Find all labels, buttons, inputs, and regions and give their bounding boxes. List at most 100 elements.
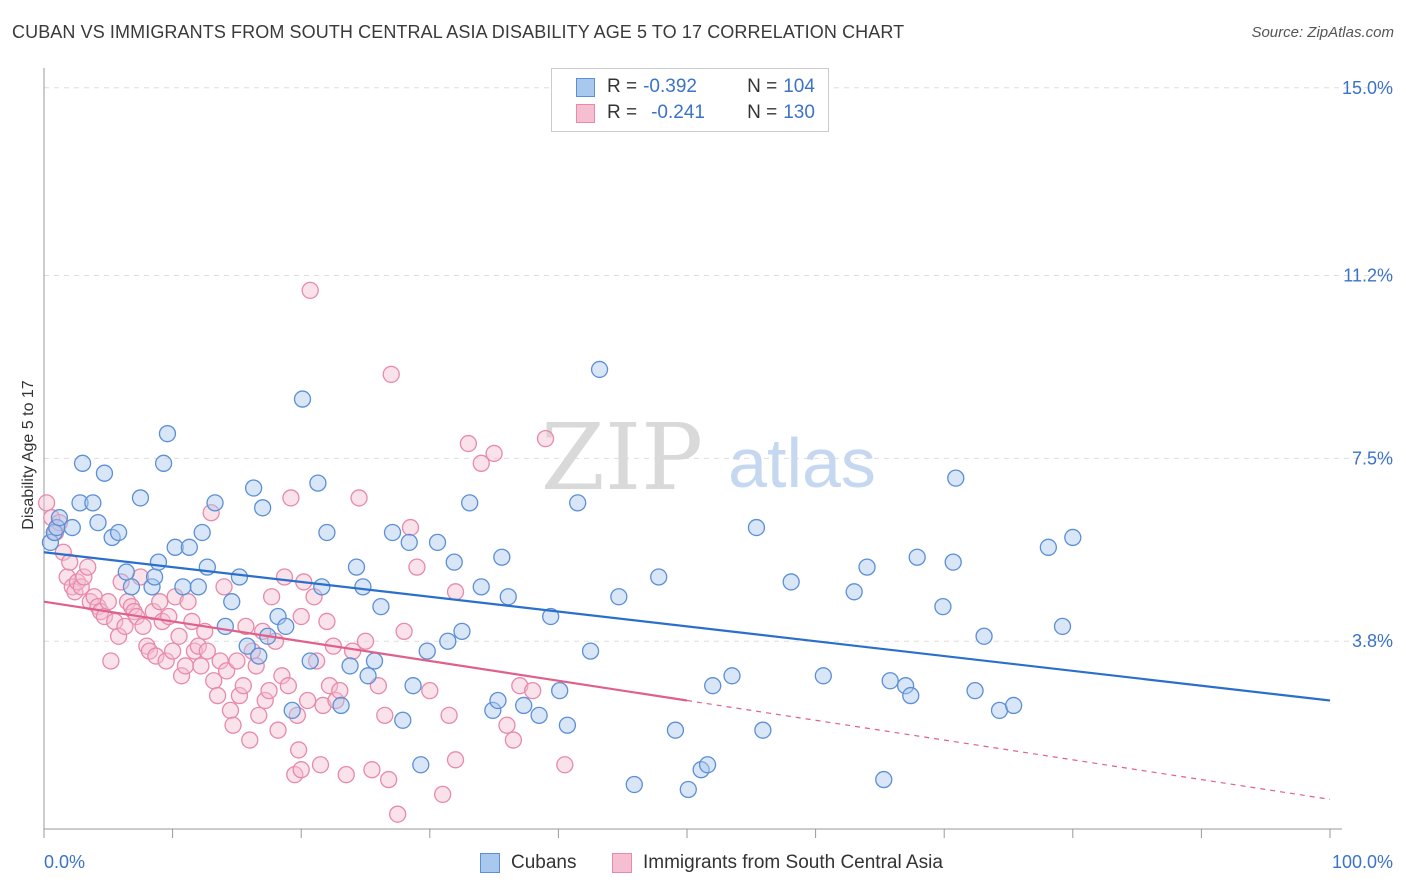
immigrants-point: [234, 677, 252, 695]
immigrants-point: [314, 696, 332, 715]
immigrants-point: [307, 652, 326, 670]
immigrants-point: [327, 691, 345, 710]
cubans-point: [1064, 528, 1082, 547]
cubans-point: [747, 518, 766, 537]
immigrants-point: [224, 716, 242, 734]
immigrants-point: [273, 667, 291, 685]
immigrants-point: [524, 681, 542, 700]
immigrants-point: [498, 716, 516, 734]
cubans-point: [341, 657, 359, 675]
immigrants-point: [170, 627, 188, 645]
n-value: 104: [783, 76, 815, 97]
cubans-point: [180, 538, 198, 556]
cubans-point: [354, 578, 372, 596]
immigrants-point: [228, 652, 246, 670]
immigrants-point: [382, 365, 400, 384]
y-axis-label: Disability Age 5 to 17: [20, 380, 37, 530]
immigrants-point: [112, 573, 130, 591]
cubans-point: [650, 568, 668, 586]
cubans-points: [41, 360, 1082, 799]
immigrants-point: [198, 642, 216, 660]
series-legend: Cubans Immigrants from South Central Asi…: [0, 852, 1406, 878]
cubans-point: [84, 494, 102, 512]
immigrants-point: [134, 617, 152, 636]
immigrants-point: [289, 741, 308, 759]
immigrants-point: [331, 681, 349, 700]
cubans-point: [934, 597, 952, 616]
cubans-point: [484, 701, 502, 720]
immigrants-point: [237, 617, 255, 636]
immigrants-trend-line: [43, 600, 688, 702]
cubans-point: [154, 454, 173, 472]
watermark: ZIP atlas: [541, 404, 876, 511]
immigrants-point: [37, 494, 56, 512]
y-tick-label: 15.0%: [1342, 78, 1393, 98]
cubans-point: [365, 652, 384, 670]
cubans-point: [145, 568, 164, 586]
pink-swatch: [612, 853, 632, 873]
cubans-point: [489, 691, 507, 710]
immigrants-trend-extension: [686, 699, 1331, 800]
correlation-legend: R = -0.392 N = 104 R = -0.241 N = 130: [551, 68, 829, 132]
cubans-point: [394, 711, 412, 729]
cubans-point: [216, 617, 234, 636]
r-value: -0.392: [643, 76, 697, 97]
immigrants-point: [379, 770, 398, 789]
immigrants-point: [446, 583, 465, 601]
cubans-point: [109, 523, 128, 542]
n-label: N =: [747, 102, 778, 123]
legend-row-cubans: R = -0.392 N = 104: [576, 75, 815, 99]
cubans-point: [439, 632, 457, 650]
cubans-point: [881, 672, 899, 690]
cubans-point: [581, 642, 600, 660]
immigrants-point: [282, 489, 300, 507]
x-tick-max: 100.0%: [1332, 852, 1393, 872]
cubans-point: [453, 622, 471, 640]
immigrants-point: [318, 612, 336, 631]
cubans-point: [95, 464, 114, 482]
cubans-point: [530, 706, 548, 724]
cubans-point: [332, 696, 350, 715]
y-tick-label: 3.8%: [1352, 631, 1393, 651]
x-tick-min: 0.0%: [44, 852, 85, 872]
immigrants-point: [275, 568, 294, 586]
legend-item-cubans: Cubans: [480, 852, 577, 874]
cubans-point: [461, 494, 479, 512]
cubans-point: [493, 548, 511, 566]
cubans-point: [50, 509, 69, 527]
cubans-point: [293, 390, 312, 408]
immigrants-point: [440, 706, 458, 724]
cubans-point: [445, 553, 463, 571]
trend-lines: [43, 551, 1331, 800]
cubans-point: [782, 573, 800, 591]
cubans-point: [193, 523, 211, 542]
immigrants-point: [388, 805, 407, 823]
cubans-point: [412, 756, 430, 774]
cubans-point: [372, 597, 390, 616]
cubans-point: [63, 518, 81, 537]
immigrants-point: [556, 756, 574, 774]
immigrants-point: [189, 637, 207, 655]
immigrants-point: [63, 578, 81, 596]
immigrants-point: [256, 691, 274, 710]
immigrants-point: [179, 593, 197, 611]
cubans-point: [1039, 538, 1058, 556]
immigrants-point: [99, 593, 117, 611]
immigrants-point: [292, 607, 310, 626]
cubans-point: [569, 494, 587, 512]
cubans-point: [73, 454, 92, 472]
y-tick-label: 7.5%: [1352, 448, 1393, 468]
cubans-point: [610, 588, 628, 606]
cubans-point: [858, 558, 876, 576]
immigrants-point: [151, 593, 169, 611]
immigrants-point: [241, 731, 259, 749]
immigrants-point: [172, 667, 191, 685]
cubans-point: [277, 617, 295, 636]
immigrants-point: [363, 761, 381, 779]
immigrants-point: [72, 578, 90, 596]
immigrants-point: [157, 652, 175, 670]
cubans-point: [551, 681, 569, 700]
immigrants-point: [376, 706, 394, 724]
cubans-point: [400, 533, 418, 552]
cubans-point: [347, 558, 366, 576]
